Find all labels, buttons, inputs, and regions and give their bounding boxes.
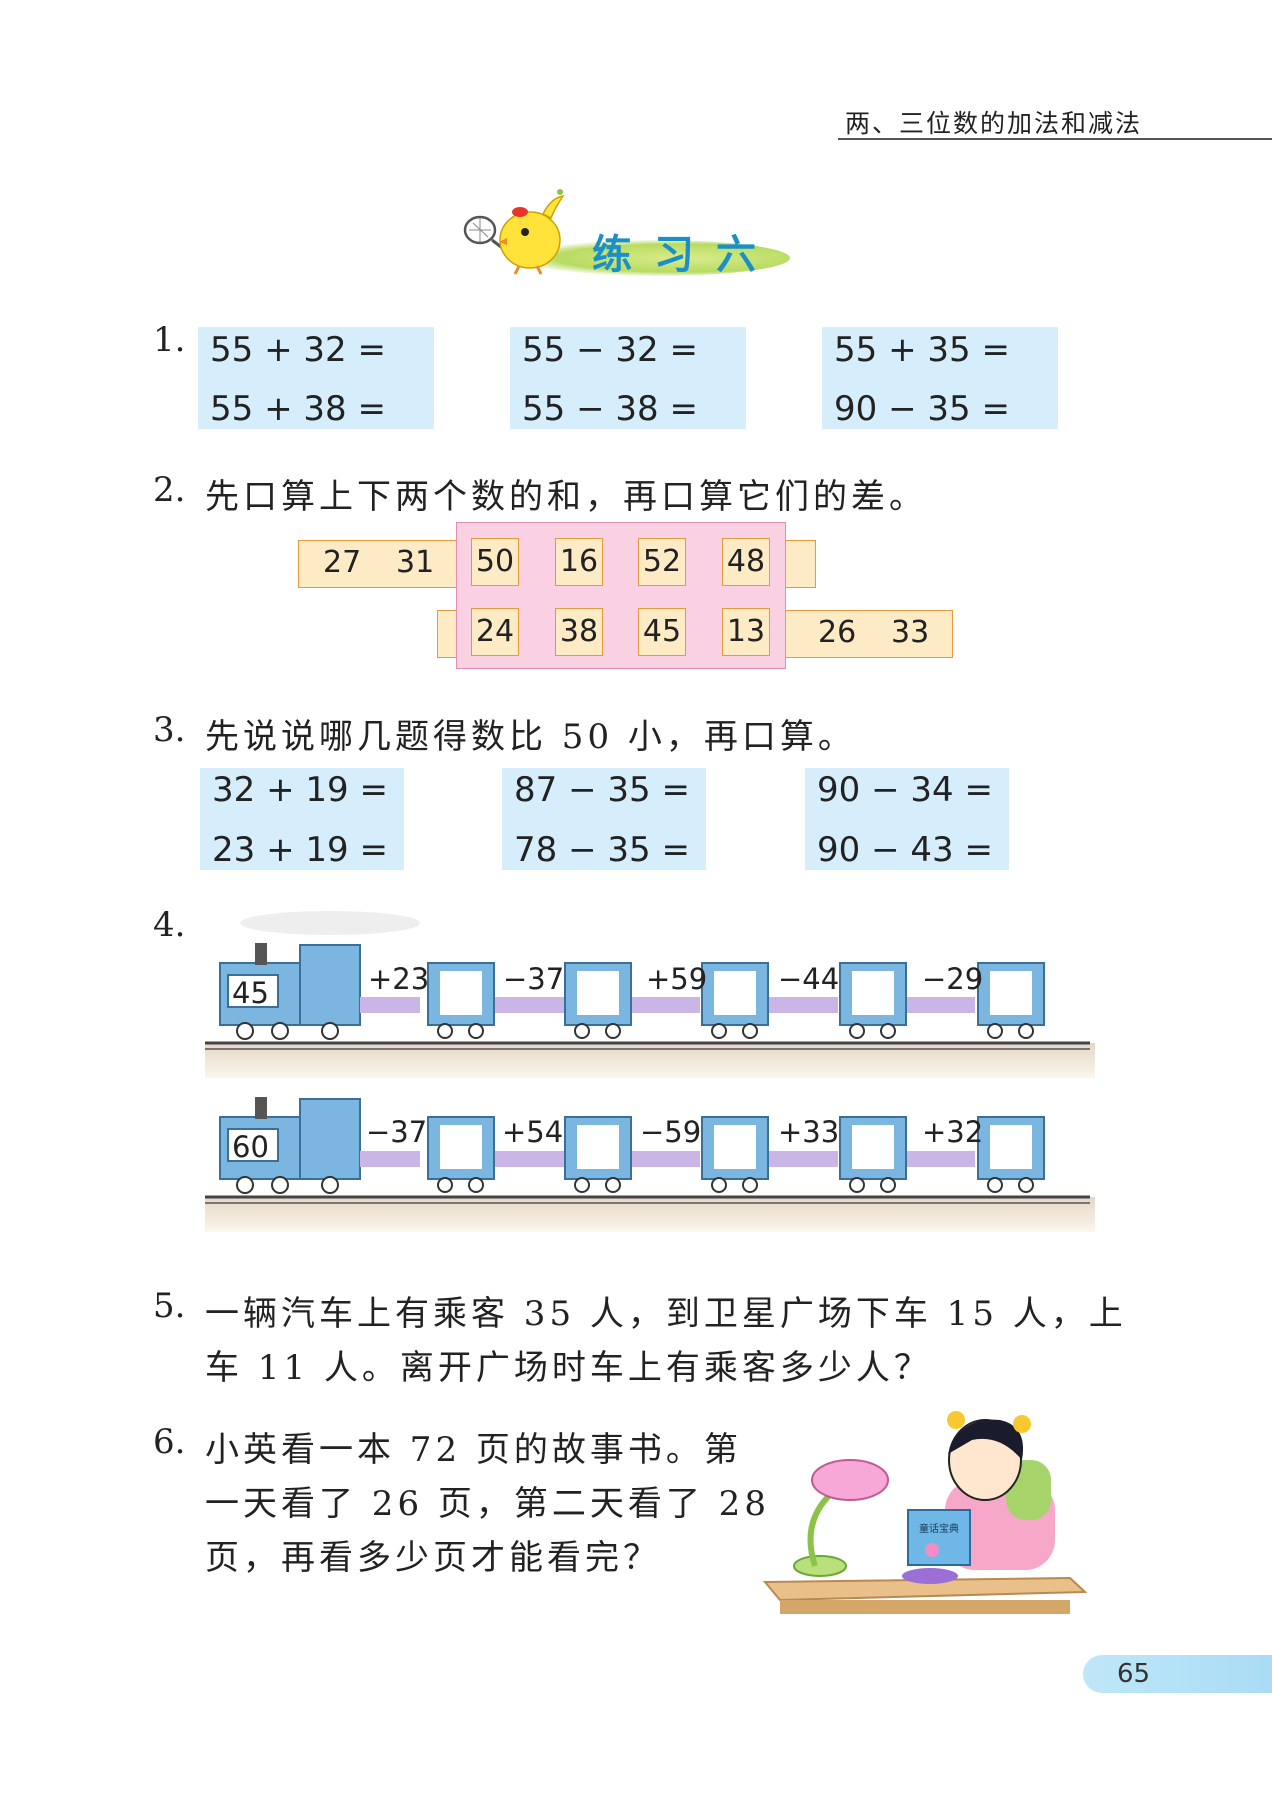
train-operation: −44 bbox=[778, 962, 840, 996]
q3-instruction: 先说说哪几题得数比 50 小，再口算。 bbox=[205, 717, 856, 757]
q1-equation: 55 + 38 = bbox=[210, 389, 386, 429]
exercise-title: 练习六 bbox=[592, 232, 778, 278]
page-number: 65 bbox=[1117, 1659, 1151, 1689]
train-start-number: 60 bbox=[232, 1130, 269, 1164]
chick-mascot-icon bbox=[463, 189, 565, 275]
header-rule bbox=[838, 138, 1272, 140]
question-number-1: 1. bbox=[153, 320, 186, 360]
q6-text-line: 一天看了 26 页，第二天看了 28 bbox=[205, 1484, 770, 1524]
train-operation: −59 bbox=[640, 1115, 702, 1149]
train-row-1 bbox=[205, 911, 1095, 1078]
q3-equation: 78 − 35 = bbox=[514, 830, 690, 870]
page-number-tab bbox=[1083, 1655, 1272, 1693]
q3-equation: 90 − 43 = bbox=[817, 830, 993, 870]
q6-text-line: 页，再看多少页才能看完？ bbox=[205, 1538, 661, 1578]
q3-equation: 32 + 19 = bbox=[212, 770, 388, 810]
q1-equation: 55 − 38 = bbox=[522, 389, 698, 429]
chapter-title: 两、三位数的加法和减法 bbox=[845, 109, 1143, 138]
q5-text-line: 一辆汽车上有乘客 35 人，到卫星广场下车 15 人，上 bbox=[205, 1294, 1127, 1334]
train-operation: +59 bbox=[646, 962, 708, 996]
book-title: 童话宝典 bbox=[919, 1522, 959, 1535]
q3-box-2 bbox=[502, 768, 706, 870]
q1-equation: 55 + 35 = bbox=[834, 330, 1010, 370]
q3-box-1 bbox=[200, 768, 404, 870]
train-row-2 bbox=[205, 1097, 1095, 1232]
q3-equation: 87 − 35 = bbox=[514, 770, 690, 810]
q3-equation: 90 − 34 = bbox=[817, 770, 993, 810]
q1-box-3 bbox=[822, 327, 1058, 429]
q3-equation: 23 + 19 = bbox=[212, 830, 388, 870]
q1-box-1 bbox=[198, 327, 434, 429]
q1-box-2 bbox=[510, 327, 746, 429]
q2-cell: 16 bbox=[555, 538, 603, 586]
q5-text-line: 车 11 人。离开广场时车上有乘客多少人？ bbox=[205, 1348, 932, 1388]
train-operation: +23 bbox=[368, 962, 430, 996]
train-diagram bbox=[205, 911, 1095, 1232]
question-number-2: 2. bbox=[153, 470, 186, 510]
question-number-6: 6. bbox=[153, 1422, 186, 1462]
q1-equation: 55 − 32 = bbox=[522, 330, 698, 370]
q6-text-line: 小英看一本 72 页的故事书。第 bbox=[205, 1430, 742, 1470]
title-highlight bbox=[520, 240, 790, 276]
q1-equation: 90 − 35 = bbox=[834, 389, 1010, 429]
question-number-4: 4. bbox=[153, 905, 186, 945]
q2-cell: 50 bbox=[471, 538, 519, 586]
q2-instruction: 先口算上下两个数的和，再口算它们的差。 bbox=[205, 477, 927, 517]
q2-number: 26 bbox=[818, 615, 857, 650]
q1-equation: 55 + 32 = bbox=[210, 330, 386, 370]
q2-cell: 45 bbox=[638, 608, 686, 656]
question-number-3: 3. bbox=[153, 710, 186, 750]
train-operation: +54 bbox=[502, 1115, 564, 1149]
q2-cell: 24 bbox=[471, 608, 519, 656]
q2-number: 31 bbox=[396, 545, 435, 580]
q2-cell: 13 bbox=[722, 608, 770, 656]
question-number-5: 5. bbox=[153, 1286, 186, 1326]
q2-cell: 48 bbox=[722, 538, 770, 586]
q2-cell: 52 bbox=[638, 538, 686, 586]
train-operation: +33 bbox=[778, 1115, 840, 1149]
train-operation: −37 bbox=[366, 1115, 428, 1149]
q2-number: 33 bbox=[891, 615, 930, 650]
q2-cell: 38 bbox=[555, 608, 603, 656]
train-operation: −37 bbox=[503, 962, 565, 996]
train-start-number: 45 bbox=[232, 976, 269, 1010]
q3-box-3 bbox=[805, 768, 1009, 870]
girl-reading-illustration: 童话宝典 bbox=[762, 1411, 1088, 1614]
train-operation: +32 bbox=[922, 1115, 984, 1149]
train-operation: −29 bbox=[922, 962, 984, 996]
q2-number: 27 bbox=[323, 545, 362, 580]
